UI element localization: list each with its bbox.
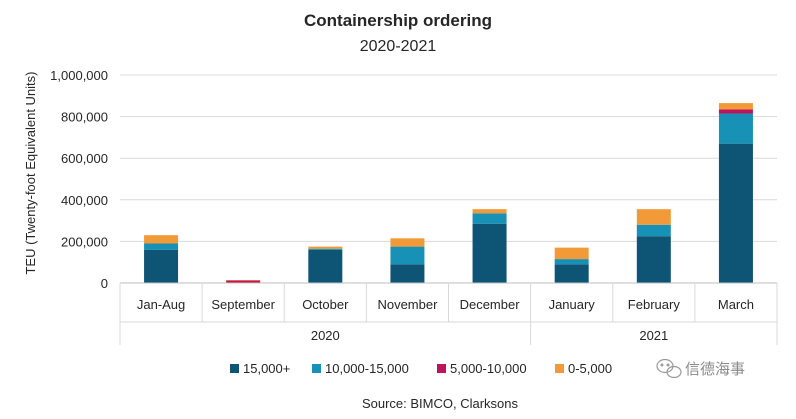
source-note: Source: BIMCO, Clarksons: [362, 396, 519, 411]
bar-segment-january-4: [554, 247, 589, 260]
x-group-label: 2021: [639, 328, 668, 343]
x-tick-label: December: [460, 297, 521, 312]
legend-label: 10,000-15,000: [325, 361, 409, 376]
gridlines: [120, 74, 777, 242]
x-tick-label: March: [718, 297, 754, 312]
chart-title: Containership ordering: [304, 11, 492, 30]
bar-segment-december-2: [472, 213, 507, 224]
bar-segment-december-4: [472, 209, 507, 214]
legend-swatch: [312, 364, 321, 373]
x-tick-label: January: [549, 297, 596, 312]
bar-segment-march-3: [718, 109, 753, 114]
bar-segment-september-4: [226, 280, 261, 281]
bar-segment-november-2: [390, 246, 425, 265]
y-tick-label: 1,000,000: [50, 68, 108, 83]
y-tick-label: 600,000: [61, 151, 108, 166]
bar-segment-jan-aug-4: [144, 235, 179, 244]
bar-segment-january-1: [554, 264, 589, 283]
legend-swatch: [555, 364, 564, 373]
bar-segment-january-2: [554, 259, 589, 265]
bar-segment-february-2: [636, 224, 671, 237]
y-axis-title: TEU (Twenty-foot Equivalent Units): [23, 71, 38, 274]
bar-segment-march-2: [718, 113, 753, 144]
legend-label: 15,000+: [243, 361, 290, 376]
legend-label: 0-5,000: [568, 361, 612, 376]
bar-segment-october-4: [308, 246, 343, 249]
legend-label: 5,000-10,000: [450, 361, 527, 376]
legend-swatch: [437, 364, 446, 373]
watermark-text: 信德海事: [685, 360, 745, 378]
x-group-label: 2020: [311, 328, 340, 343]
x-tick-label: September: [211, 297, 275, 312]
chart-subtitle: 2020-2021: [360, 38, 437, 55]
x-axis: Jan-Aug September October November December J…: [119, 282, 778, 345]
y-tick-label: 400,000: [61, 193, 108, 208]
bar-segment-november-1: [390, 264, 425, 283]
y-tick-label: 200,000: [61, 234, 108, 249]
legend-swatch: [230, 364, 239, 373]
bar-segment-december-1: [472, 223, 507, 283]
bar-segment-february-1: [636, 236, 671, 283]
bar-segment-jan-aug-2: [144, 243, 179, 250]
x-tick-label: November: [377, 297, 438, 312]
x-tick-label: Jan-Aug: [137, 297, 185, 312]
legend: 15,000+ 10,000-15,000 5,000-10,000 0-5,000: [230, 361, 612, 376]
x-tick-label: February: [628, 297, 681, 312]
y-tick-label: 800,000: [61, 110, 108, 125]
bar-segment-october-1: [308, 249, 343, 283]
bar-segment-march-4: [718, 103, 753, 110]
bar-segment-jan-aug-1: [144, 249, 179, 283]
bar-segment-october-2: [308, 248, 343, 250]
watermark: 信德海事: [656, 358, 745, 379]
y-tick-label: 0: [101, 276, 108, 291]
bars: [144, 103, 753, 283]
wechat-icon: [656, 358, 682, 379]
x-tick-label: October: [302, 297, 349, 312]
y-axis-ticks: 0 200,000 400,000 600,000 800,000 1,000,000: [50, 68, 108, 291]
bar-segment-september-3: [226, 280, 261, 283]
bar-segment-march-1: [718, 143, 753, 283]
bar-segment-november-4: [390, 238, 425, 247]
bar-segment-february-4: [636, 209, 671, 225]
